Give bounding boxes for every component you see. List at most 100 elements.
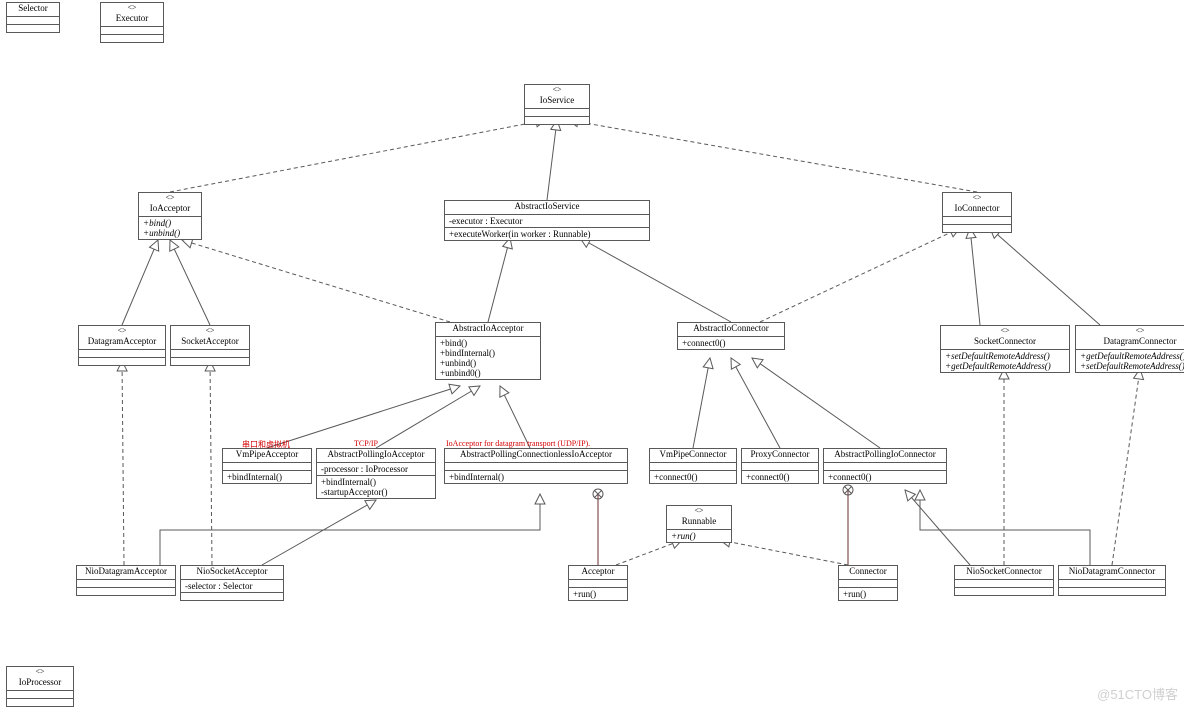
- class-name: AbstractPollingIoAcceptor: [317, 449, 435, 462]
- uml-class-ioprocessor: <>IoProcessor: [6, 666, 74, 707]
- stereotype: <>: [667, 506, 731, 516]
- uml-class-proxyconnector: ProxyConnector+connect0(): [741, 448, 819, 484]
- uml-class-selector: Selector: [6, 2, 60, 33]
- class-name: AbstractIoAcceptor: [436, 323, 540, 336]
- attrs: -executor : Executor: [445, 214, 649, 227]
- methods: +bindInternal(): [223, 470, 311, 483]
- methods: +getDefaultRemoteAddress()+setDefaultRem…: [1076, 349, 1184, 372]
- empty-section: [7, 690, 73, 698]
- class-name: AbstractIoConnector: [678, 323, 784, 336]
- class-name: SocketConnector: [941, 336, 1069, 349]
- uml-class-niodatagramacceptor: NioDatagramAcceptor: [76, 565, 176, 596]
- stereotype: <>: [525, 85, 589, 95]
- class-name: Acceptor: [569, 566, 627, 579]
- empty-section: [79, 357, 165, 365]
- class-name: NioSocketConnector: [955, 566, 1053, 579]
- uml-class-abstractioconnector: AbstractIoConnector+connect0(): [677, 322, 785, 350]
- empty-section: [7, 698, 73, 706]
- stereotype: <>: [941, 326, 1069, 336]
- uml-class-acceptor: Acceptor +run(): [568, 565, 628, 601]
- empty-section: [955, 587, 1053, 595]
- attrs: [650, 462, 736, 470]
- stereotype: <>: [943, 193, 1011, 203]
- class-name: DatagramAcceptor: [79, 336, 165, 349]
- methods: +connect0(): [678, 336, 784, 349]
- annotation-udp: IoAcceptor for datagram transport (UDP/I…: [446, 439, 590, 448]
- empty-section: [1059, 587, 1165, 595]
- stereotype: <>: [7, 667, 73, 677]
- uml-class-abstractpollingioconnector: AbstractPollingIoConnector+connect0(): [823, 448, 947, 484]
- uml-class-ioservice: <>IoService: [524, 84, 590, 125]
- methods: +connect0(): [824, 470, 946, 483]
- uml-class-datagramacceptor: <>DatagramAcceptor: [78, 325, 166, 366]
- uml-class-socketacceptor: <>SocketAcceptor: [170, 325, 250, 366]
- methods: +run(): [667, 529, 731, 542]
- empty-section: [7, 16, 59, 24]
- attrs: [824, 462, 946, 470]
- empty-section: [77, 579, 175, 587]
- uml-class-vmpipeacceptor: VmPipeAcceptor +bindInternal(): [222, 448, 312, 484]
- attrs: [839, 579, 897, 587]
- empty-section: [955, 579, 1053, 587]
- class-name: IoService: [525, 95, 589, 108]
- class-name: AbstractIoService: [445, 201, 649, 214]
- methods: +run(): [569, 587, 627, 600]
- methods: +connect0(): [742, 470, 818, 483]
- uml-class-abstractpollingclio: AbstractPollingConnectionlessIoAcceptor+…: [444, 448, 628, 484]
- methods: +run(): [839, 587, 897, 600]
- empty-section: [79, 349, 165, 357]
- annotation-tcpip: TCP/IP: [354, 439, 378, 448]
- attrs: [223, 462, 311, 470]
- stereotype: <>: [139, 193, 201, 203]
- empty-section: [943, 216, 1011, 224]
- uml-class-ioacceptor: <>IoAcceptor+bind()+unbind(): [138, 192, 202, 240]
- attrs: -selector : Selector: [181, 579, 283, 592]
- class-name: IoConnector: [943, 203, 1011, 216]
- attrs: -processor : IoProcessor: [317, 462, 435, 475]
- uml-class-abstractioservice: AbstractIoService-executor : Executor+ex…: [444, 200, 650, 241]
- class-name: NioDatagramConnector: [1059, 566, 1165, 579]
- uml-class-abstractpollingioacceptor: AbstractPollingIoAcceptor-processor : Io…: [316, 448, 436, 499]
- methods: +bind()+unbind(): [139, 216, 201, 239]
- class-name: Executor: [101, 13, 163, 26]
- uml-class-abstractioacceptor: AbstractIoAcceptor+bind()+bindInternal()…: [435, 322, 541, 380]
- methods: +bind()+bindInternal()+unbind()+unbind0(…: [436, 336, 540, 379]
- attrs: [742, 462, 818, 470]
- empty-section: [171, 357, 249, 365]
- uml-class-connector: Connector +run(): [838, 565, 898, 601]
- uml-class-niosocketacceptor: NioSocketAcceptor-selector : Selector: [180, 565, 284, 601]
- empty-section: [525, 116, 589, 124]
- annotation-serial: 串口和虚拟机: [242, 439, 290, 450]
- methods: +connect0(): [650, 470, 736, 483]
- uml-class-executor: <>Executor: [100, 2, 164, 43]
- watermark: @51CTO博客: [1097, 684, 1178, 703]
- empty-section: [101, 26, 163, 34]
- empty-section: [181, 592, 283, 600]
- empty-section: [171, 349, 249, 357]
- methods: +bindInternal()-startupAcceptor(): [317, 475, 435, 498]
- methods: +executeWorker(in worker : Runnable): [445, 227, 649, 240]
- class-name: Runnable: [667, 516, 731, 529]
- empty-section: [7, 24, 59, 32]
- class-name: Connector: [839, 566, 897, 579]
- class-name: SocketAcceptor: [171, 336, 249, 349]
- empty-section: [1059, 579, 1165, 587]
- class-name: NioSocketAcceptor: [181, 566, 283, 579]
- stereotype: <>: [1076, 326, 1184, 336]
- class-name: NioDatagramAcceptor: [77, 566, 175, 579]
- empty-section: [525, 108, 589, 116]
- uml-class-niosocketconnector: NioSocketConnector: [954, 565, 1054, 596]
- attrs: [445, 462, 627, 470]
- uml-class-runnable: <>Runnable+run(): [666, 505, 732, 543]
- stereotype: <>: [79, 326, 165, 336]
- methods: +bindInternal(): [445, 470, 627, 483]
- stereotype: <>: [101, 3, 163, 13]
- uml-class-datagramconnector: <>DatagramConnector+getDefaultRemoteAddr…: [1075, 325, 1184, 373]
- empty-section: [77, 587, 175, 595]
- uml-class-niodatagramconnector: NioDatagramConnector: [1058, 565, 1166, 596]
- uml-class-vmpipeconnector: VmPipeConnector+connect0(): [649, 448, 737, 484]
- empty-section: [943, 224, 1011, 232]
- class-name: VmPipeAcceptor: [223, 449, 311, 462]
- class-name: DatagramConnector: [1076, 336, 1184, 349]
- class-name: IoProcessor: [7, 677, 73, 690]
